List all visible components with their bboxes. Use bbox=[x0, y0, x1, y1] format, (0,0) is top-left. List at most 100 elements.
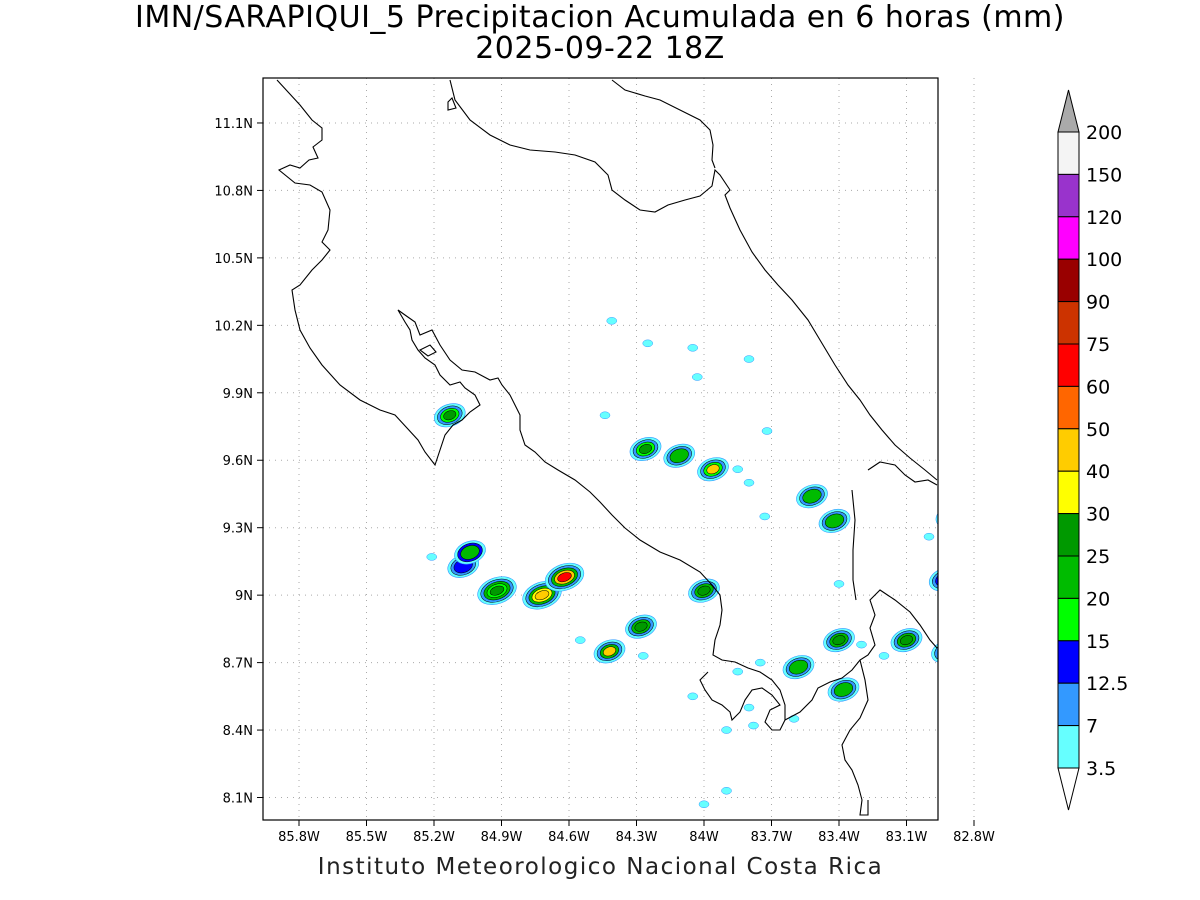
precip-contour bbox=[669, 448, 689, 464]
light-precip-patch bbox=[759, 512, 770, 521]
light-precip-patch bbox=[721, 787, 732, 795]
precip-contour bbox=[802, 488, 822, 504]
colorbar-swatch bbox=[1057, 682, 1080, 727]
light-precip-patch bbox=[743, 355, 755, 363]
light-precip-patch bbox=[638, 652, 649, 660]
page-title: IMN/SARAPIQUI_5 Precipitacion Acumulada … bbox=[135, 0, 1065, 35]
lat-tick-label: 8.1N bbox=[223, 792, 253, 807]
small-north-cell bbox=[454, 540, 486, 565]
lon-tick-label: 85.5W bbox=[346, 830, 388, 845]
osa-south-cell bbox=[827, 677, 860, 702]
colorbar-swatch bbox=[1057, 597, 1080, 642]
precip-contour bbox=[824, 513, 845, 529]
colorbar-label: 25 bbox=[1086, 546, 1110, 568]
osa-east-cell bbox=[782, 655, 815, 680]
lake-islet bbox=[418, 344, 437, 357]
colorbar-label: 75 bbox=[1086, 334, 1110, 356]
lon-tick-label: 85.8W bbox=[278, 830, 320, 845]
lat-tick-label: 10.2N bbox=[214, 319, 253, 334]
precip-contour bbox=[900, 635, 913, 646]
general-valley-cell bbox=[823, 628, 855, 653]
coastline bbox=[276, 79, 938, 816]
colorbar-label: 100 bbox=[1086, 249, 1122, 271]
precip-contour bbox=[460, 545, 480, 560]
colorbar-label: 50 bbox=[1086, 419, 1110, 441]
lon-tick-label: 83.7W bbox=[751, 830, 793, 845]
light-precip-patch bbox=[687, 344, 698, 352]
precip-contour bbox=[928, 567, 938, 592]
colorbar-label: 7 bbox=[1086, 716, 1098, 738]
light-precip-patch bbox=[923, 532, 935, 541]
lon-tick-label: 84.6W bbox=[548, 830, 590, 845]
light-precip-patch bbox=[974, 659, 984, 666]
colorbar-swatch bbox=[1057, 725, 1080, 769]
coastline-caribbean-top bbox=[611, 79, 716, 169]
colorbar-swatch bbox=[1057, 470, 1080, 515]
light-precip-patch bbox=[642, 339, 653, 348]
precip-contour bbox=[932, 569, 938, 590]
coastline-north bbox=[276, 79, 786, 731]
light-precip-patch bbox=[426, 553, 437, 561]
precip-contour bbox=[1041, 641, 1056, 654]
precipitation-field bbox=[426, 317, 1060, 809]
coastline-panama-west bbox=[841, 659, 869, 816]
precip-contour bbox=[1037, 637, 1060, 656]
colorbar-swatch bbox=[1057, 343, 1080, 387]
precip-contour bbox=[934, 641, 938, 661]
light-precip-patch bbox=[599, 411, 611, 420]
precip-contour bbox=[1030, 676, 1053, 695]
precip-contour bbox=[634, 621, 648, 632]
colorbar-label: 20 bbox=[1086, 588, 1110, 610]
lat-tick-label: 9.6N bbox=[223, 454, 253, 469]
lon-tick-label: 83.4W bbox=[818, 830, 860, 845]
border-line bbox=[851, 489, 857, 601]
gulf-east-cell bbox=[544, 562, 585, 592]
pacific-coast-cell bbox=[625, 614, 657, 639]
lon-tick-label: 85.2W bbox=[413, 830, 455, 845]
caribbean-slope-cell bbox=[796, 484, 828, 509]
precip-contour bbox=[935, 572, 938, 587]
longitude-ticks: 85.8W 85.5W 85.2W 84.9W 84.6W 84.3W 84W 83.7W 83… bbox=[278, 820, 995, 845]
bocas-cell bbox=[935, 504, 963, 529]
golfito-cell bbox=[890, 628, 923, 653]
map-frame bbox=[262, 77, 939, 821]
colorbar-swatch bbox=[1057, 301, 1080, 345]
light-precip-patch bbox=[965, 637, 975, 644]
panama-mid-cell bbox=[928, 567, 938, 592]
light-precip-patch bbox=[761, 427, 773, 435]
light-precip-patch bbox=[947, 738, 957, 745]
lat-tick-label: 9N bbox=[235, 589, 253, 604]
central-yellow-cell bbox=[697, 457, 729, 482]
colorbar-label: 15 bbox=[1086, 631, 1110, 653]
lat-tick-label: 10.5N bbox=[214, 252, 253, 267]
light-precip-patch bbox=[743, 703, 755, 712]
light-precip-patch bbox=[698, 800, 710, 809]
colorbar-label: 12.5 bbox=[1086, 673, 1128, 695]
light-precip-patch bbox=[743, 478, 755, 487]
precip-contour bbox=[697, 585, 711, 596]
central-cell-2 bbox=[663, 443, 696, 468]
precip-contour bbox=[937, 644, 938, 659]
light-precip-patch bbox=[575, 636, 586, 644]
precip-contour bbox=[832, 635, 846, 646]
colorbar-label: 3.5 bbox=[1086, 758, 1116, 780]
lat-tick-label: 8.4N bbox=[223, 724, 253, 739]
precip-contour bbox=[706, 464, 720, 475]
colorbar-label: 90 bbox=[1086, 292, 1110, 314]
precip-contour bbox=[534, 590, 550, 601]
precip-contour bbox=[935, 504, 938, 529]
coastline-bocas bbox=[867, 461, 938, 486]
border-cell bbox=[931, 639, 938, 664]
colorbar-label: 40 bbox=[1086, 461, 1110, 483]
colorbar-swatch bbox=[1057, 173, 1080, 218]
light-precip-patch bbox=[692, 373, 703, 381]
colorbar-top-arrow bbox=[1057, 89, 1080, 133]
coastline-pacific-south bbox=[784, 589, 938, 721]
colorbar-swatch bbox=[1057, 385, 1080, 430]
precip-contour bbox=[940, 507, 963, 526]
light-precip-patch bbox=[732, 465, 743, 473]
light-precip-patch bbox=[833, 580, 845, 588]
colorbar-label: 200 bbox=[1086, 122, 1122, 144]
colorbar-swatch bbox=[1057, 131, 1080, 175]
